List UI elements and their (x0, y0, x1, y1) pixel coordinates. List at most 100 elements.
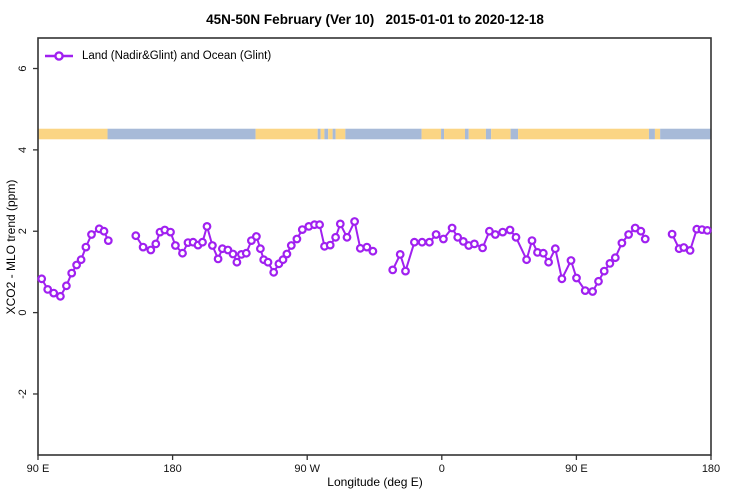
series-point (87, 230, 96, 239)
band-segment-land (518, 128, 649, 140)
legend-marker-icon (45, 51, 73, 61)
series-point (636, 226, 646, 236)
series-point (410, 237, 419, 247)
legend: Land (Nadir&Glint) and Ocean (Glint) (44, 49, 271, 63)
series-point (62, 281, 71, 291)
series-point (470, 239, 479, 249)
x-tick-label: 180 (163, 463, 181, 475)
band-segment-ocean (345, 128, 422, 140)
series-point (401, 266, 410, 276)
series-point (599, 266, 609, 276)
band-segment-land (654, 128, 661, 140)
series-point (453, 232, 463, 242)
series-point (527, 236, 537, 246)
series-point (417, 237, 427, 247)
series-point (580, 286, 590, 296)
series-point (67, 268, 77, 278)
series-point (605, 259, 615, 268)
series-point (170, 241, 180, 250)
band-segment-ocean (464, 128, 469, 140)
band-segment-ocean (317, 128, 321, 140)
series-point (538, 248, 548, 258)
band-segment-ocean (485, 128, 492, 140)
series-point (566, 256, 576, 265)
band-segment-land (421, 128, 442, 140)
series-point (103, 236, 113, 246)
series-point (458, 236, 468, 246)
series-point (550, 244, 560, 254)
series-point (131, 231, 141, 241)
band-segment-land (255, 128, 318, 140)
series-point (368, 246, 378, 256)
series-point (49, 288, 59, 298)
band-segment-ocean (441, 128, 445, 140)
series-point (138, 242, 148, 252)
series-point (617, 238, 627, 248)
series-point (213, 254, 223, 264)
series-point (278, 255, 288, 265)
series-point (37, 274, 47, 284)
series-point (43, 285, 53, 294)
x-axis-title: Longitude (deg E) (327, 475, 423, 489)
series-point (388, 265, 398, 275)
band-segment-land (335, 128, 346, 140)
series-point (572, 273, 581, 283)
series-point (292, 234, 302, 244)
series-point (557, 274, 567, 284)
series-point (431, 230, 441, 239)
y-axis-title: XCO2 - MLO trend (ppm) (4, 179, 18, 315)
series-point (256, 244, 265, 254)
y-tick-label: 0 (17, 310, 29, 316)
plot-box (37, 37, 712, 456)
x-tick-label: 90 W (294, 463, 320, 475)
series-point (76, 255, 86, 265)
series-point (498, 227, 508, 237)
x-tick-label: 90 E (27, 463, 50, 475)
series-point (505, 225, 515, 235)
series-point (325, 240, 335, 250)
series-point (297, 225, 307, 235)
y-tick-label: 2 (17, 228, 29, 234)
series-point (263, 257, 273, 267)
series-point (241, 248, 251, 258)
series-point (286, 241, 296, 250)
series-point (315, 220, 325, 230)
y-tick-label: -2 (17, 389, 29, 399)
series-point (269, 267, 279, 277)
series-point (178, 248, 187, 258)
series-point (350, 217, 360, 226)
band-segment-ocean (107, 128, 256, 140)
series-point (72, 260, 81, 270)
band-segment-land (491, 128, 511, 140)
series-point (594, 276, 603, 286)
series-point (251, 232, 261, 241)
band-segment-ocean (510, 128, 519, 140)
series-point (342, 232, 352, 242)
series-point (207, 241, 217, 250)
series-point (544, 257, 553, 267)
x-tick-label: 0 (439, 463, 445, 475)
series-point (56, 291, 65, 301)
series-point (395, 249, 405, 259)
series-point (355, 243, 365, 253)
band-segment-land (38, 128, 108, 140)
series-point (81, 242, 91, 252)
y-tick-label: 4 (17, 147, 29, 153)
series-point (667, 229, 677, 239)
series-point (146, 245, 156, 255)
series-point (166, 227, 175, 237)
band-segment-land (320, 128, 325, 140)
series-point (335, 219, 345, 229)
series-point (478, 243, 488, 253)
series-point (331, 232, 341, 242)
series-point (640, 234, 650, 244)
band-segment-land (444, 128, 465, 140)
series-point (610, 253, 620, 263)
series-point (99, 226, 109, 236)
series-point (522, 255, 531, 265)
series-point (490, 230, 500, 239)
series-point (425, 237, 434, 247)
series-point (198, 237, 207, 247)
band-segment-land (328, 128, 333, 140)
